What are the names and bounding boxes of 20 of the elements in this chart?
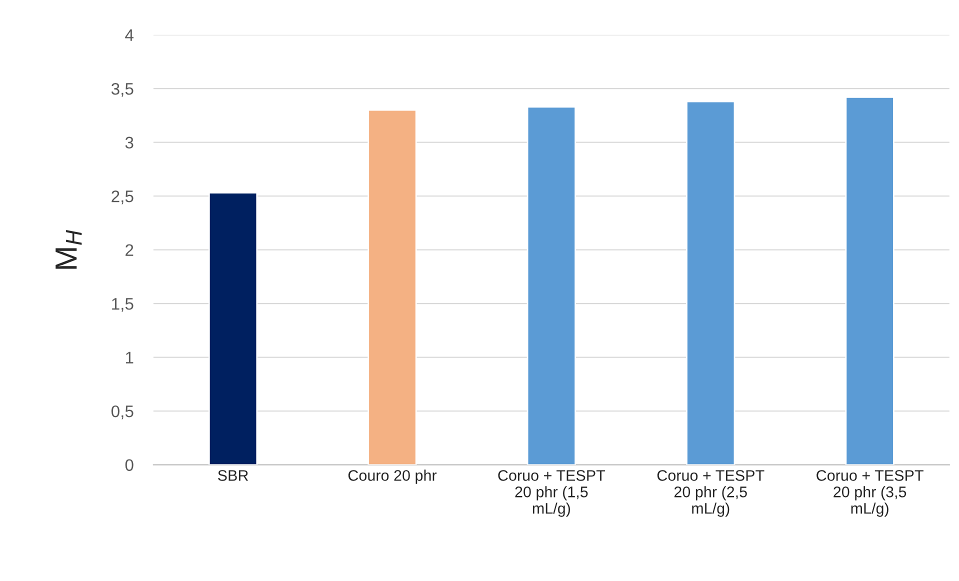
y-tick-label: 1,5 bbox=[112, 298, 134, 312]
y-tick-label: 4 bbox=[125, 29, 134, 41]
y-axis-title: M$_{H}$ bbox=[56, 230, 82, 269]
y-tick-label: 0,5 bbox=[111, 405, 134, 420]
x-tick-label: Coruo + TESPT 20 phr (2,5 mL/g) bbox=[657, 470, 764, 517]
y-tick-label: 2,5 bbox=[112, 190, 134, 204]
bar bbox=[208, 192, 258, 465]
y-tick-label: 1 bbox=[126, 352, 134, 364]
x-tick-label: Coruo + TESPT 20 phr (1,5 mL/g) bbox=[498, 470, 606, 517]
bar bbox=[526, 106, 576, 465]
y-tick-label: 0 bbox=[125, 459, 134, 472]
y-tick-label: 3 bbox=[125, 136, 134, 149]
x-tick-label: Couro 20 phr bbox=[348, 470, 437, 484]
y-tick-label: 2 bbox=[126, 244, 134, 256]
y-tick-label: 3,5 bbox=[111, 83, 134, 97]
bar bbox=[686, 100, 736, 465]
x-tick-label: Coruo + TESPT 20 phr (3,5 mL/g) bbox=[816, 470, 924, 517]
bar bbox=[845, 96, 894, 465]
bar bbox=[368, 109, 417, 465]
x-tick-label: SBR bbox=[218, 470, 248, 481]
